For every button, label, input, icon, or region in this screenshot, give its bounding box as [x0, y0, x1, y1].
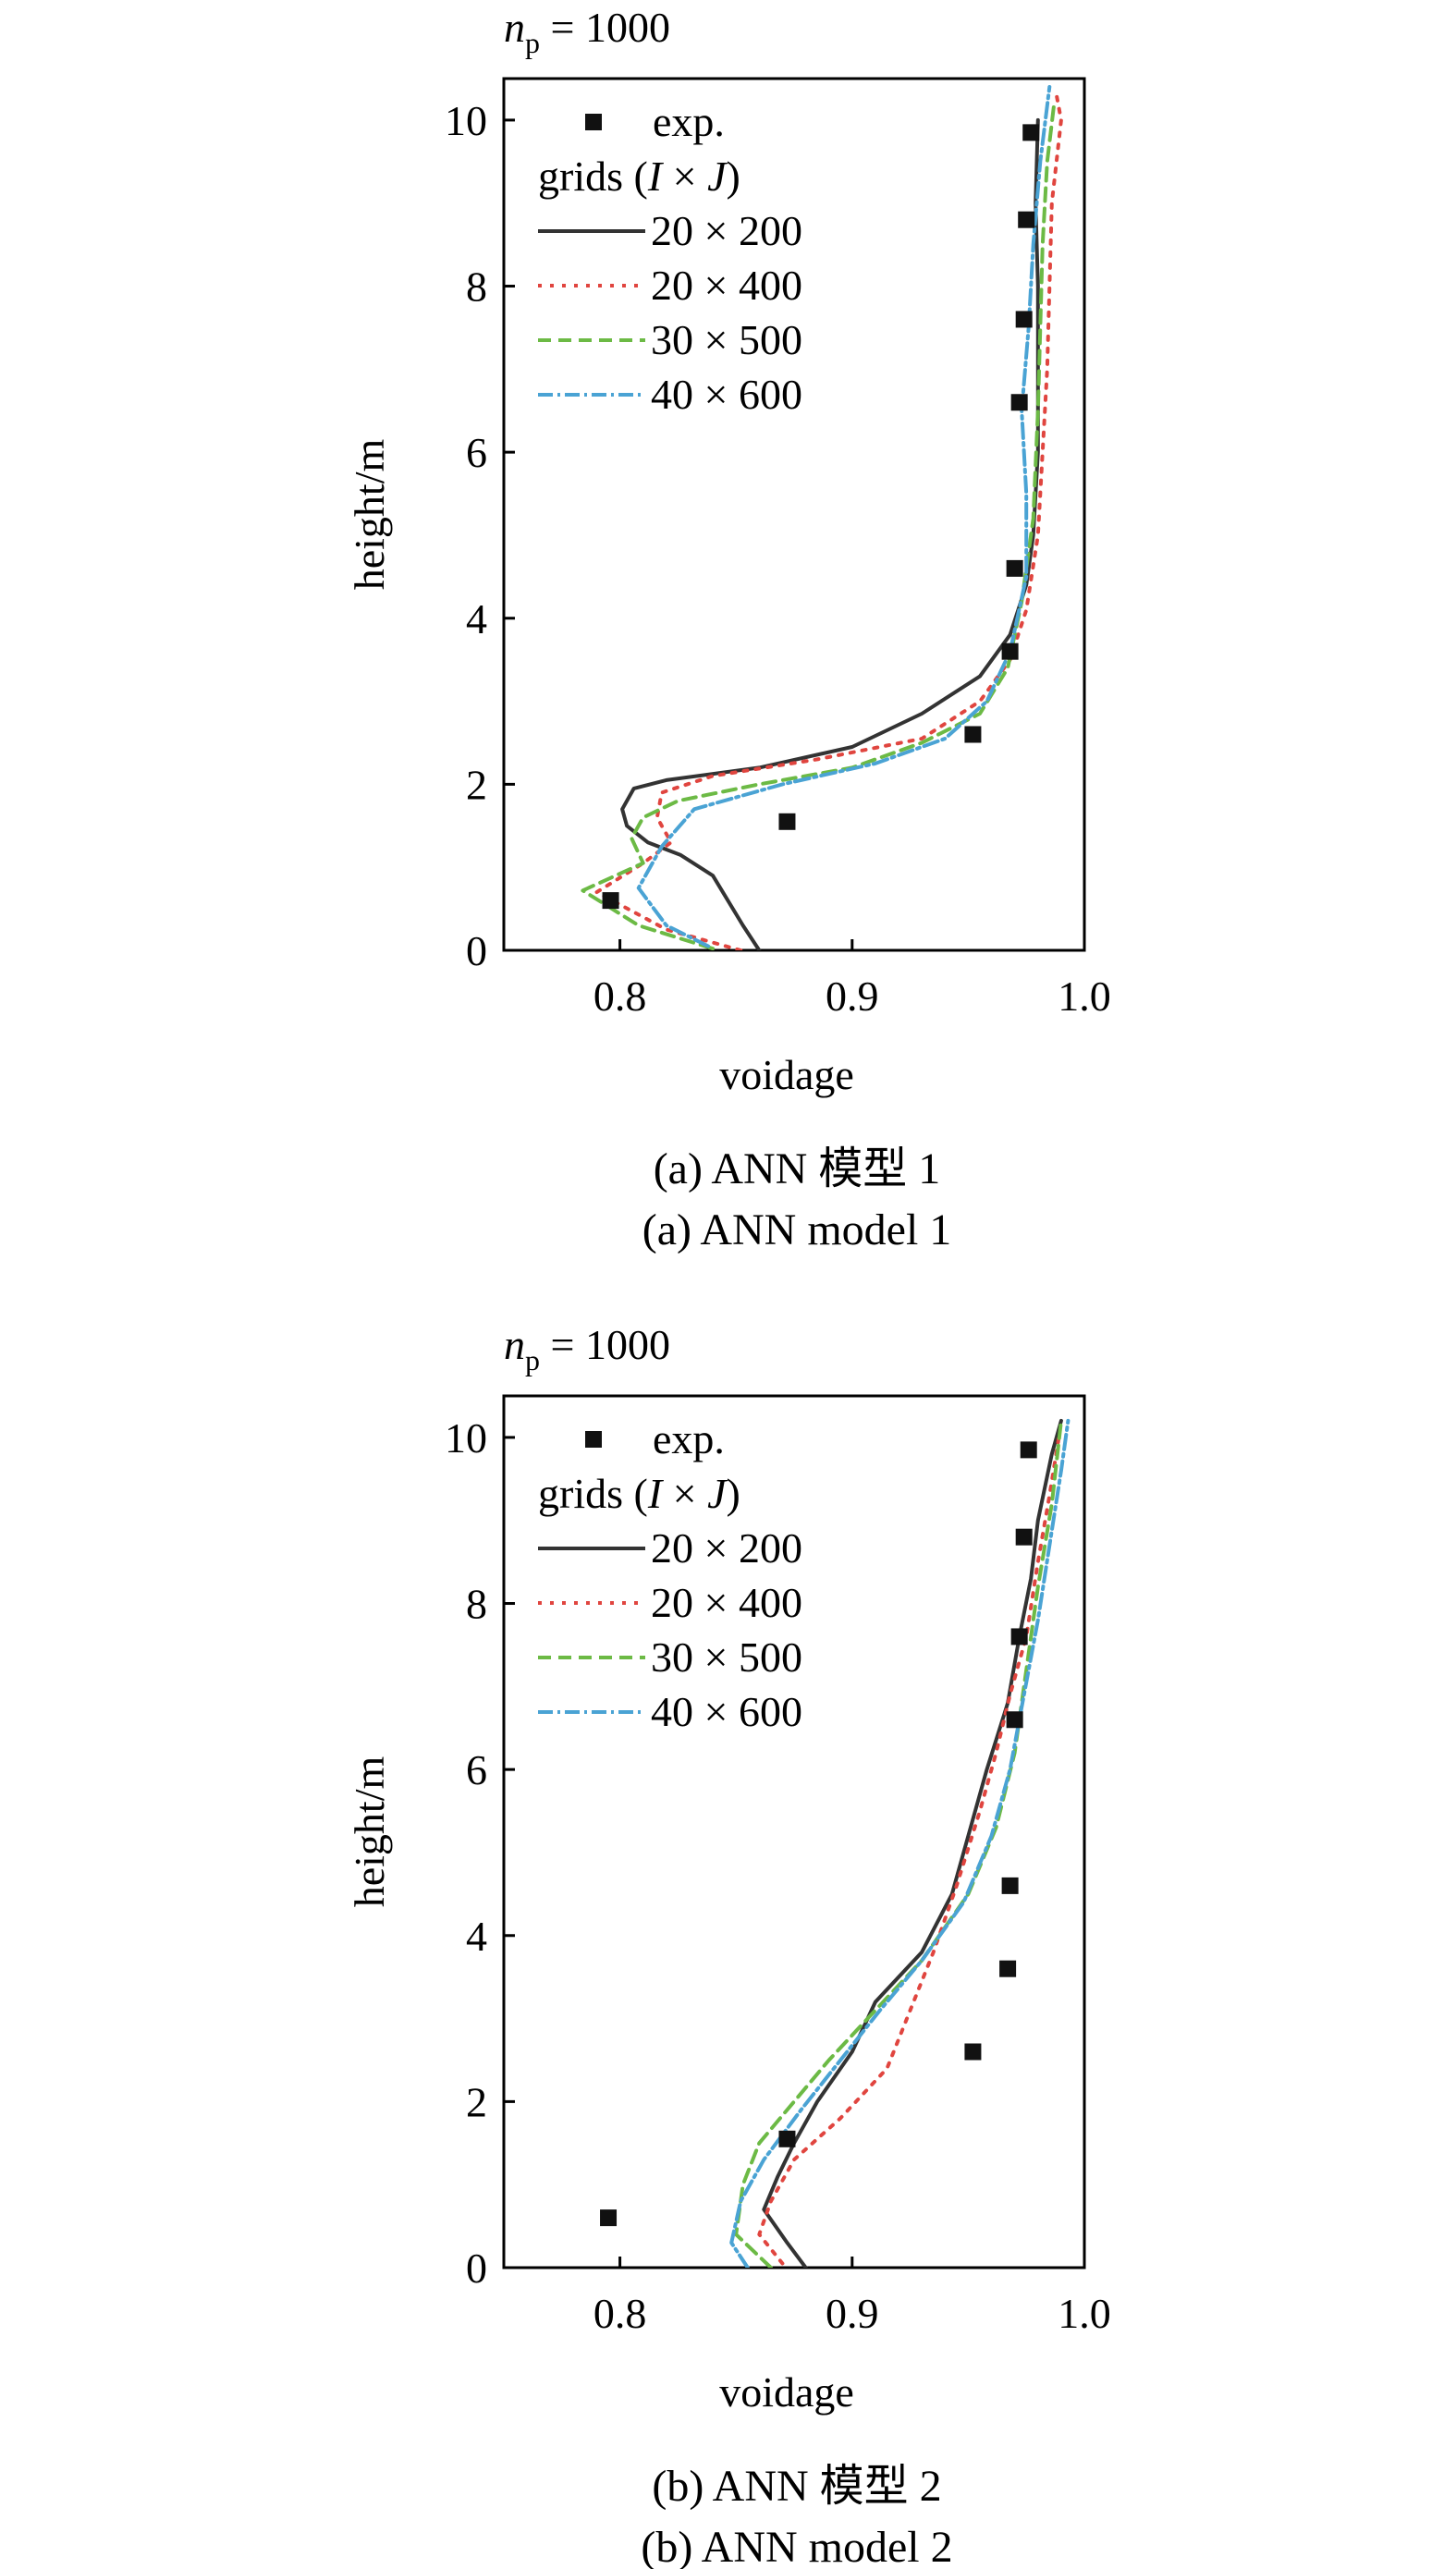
exp-point	[1006, 559, 1023, 577]
caption-zh: (a) ANN 模型 1	[654, 1144, 941, 1193]
x-tick-label: 0.8	[593, 973, 647, 1020]
legend-label-3: 30 × 500	[651, 316, 802, 363]
y-tick-label: 8	[466, 1581, 487, 1628]
x-tick-label: 0.8	[593, 2290, 647, 2337]
caption-en: (a) ANN model 1	[642, 1205, 952, 1254]
legend-label-2: 20 × 400	[651, 1579, 802, 1626]
exp-point	[964, 726, 982, 743]
y-tick-label: 6	[466, 429, 487, 476]
legend-label-1: 20 × 200	[651, 207, 802, 254]
caption-zh: (b) ANN 模型 2	[652, 2462, 941, 2511]
exp-point	[1020, 1441, 1037, 1459]
y-tick-label: 10	[445, 97, 487, 144]
y-tick-label: 4	[466, 595, 487, 642]
chart-panel-b: np = 1000 0.8 0.9 1.0 0 2 4 6 8 10 voidage height/m…	[346, 1321, 1111, 2569]
y-axis-label: height/m	[346, 439, 393, 591]
exp-point	[1006, 1711, 1023, 1729]
exp-point	[1022, 124, 1040, 141]
series-line-1	[762, 1418, 1063, 2268]
y-tick-label: 0	[466, 927, 487, 974]
legend-exp-label: exp.	[653, 98, 725, 145]
exp-point	[1015, 311, 1033, 328]
series-line-3	[581, 101, 1057, 950]
y-tick-label: 8	[466, 263, 487, 311]
legend-label-3: 30 × 500	[651, 1633, 802, 1681]
legend-label-1: 20 × 200	[651, 1524, 802, 1572]
exp-point	[600, 2209, 618, 2227]
plot-frame	[502, 77, 1086, 952]
exp-point	[1001, 642, 1019, 660]
exp-point	[964, 2043, 982, 2061]
exp-point	[1015, 1528, 1033, 1546]
plot-frame	[502, 1394, 1086, 2269]
exp-point	[999, 1960, 1017, 1977]
exp-point	[778, 2130, 796, 2147]
legend-grids-title: grids (I × J)	[538, 153, 740, 200]
np-label: np = 1000	[504, 4, 670, 59]
y-tick-label: 2	[466, 2078, 487, 2125]
legend-exp-marker	[585, 1431, 602, 1448]
exp-point	[602, 892, 619, 910]
exp-point	[1010, 1628, 1028, 1645]
series-line-4	[729, 1418, 1071, 2268]
x-axis-label: voidage	[719, 1051, 854, 1098]
chart-panel-a: np = 1000 0.8 0.9 1.0 0 2 4 6 8 10 voidage height/m…	[346, 4, 1111, 1254]
legend-label-4: 40 × 600	[651, 1688, 802, 1735]
legend-label-4: 40 × 600	[651, 371, 802, 418]
legend: exp. grids (I × J) 20 × 200 20 × 400 30 × 50…	[538, 98, 802, 418]
y-tick-label: 0	[466, 2245, 487, 2292]
legend-label-2: 20 × 400	[651, 262, 802, 309]
legend-exp-label: exp.	[653, 1415, 725, 1462]
legend: exp. grids (I × J) 20 × 200 20 × 400 30 × 50…	[538, 1415, 802, 1735]
x-tick-label: 0.9	[826, 973, 879, 1020]
series-line-4	[636, 85, 1052, 948]
x-axis-label: voidage	[719, 2368, 854, 2416]
exp-point	[1018, 211, 1035, 228]
caption-en: (b) ANN model 2	[641, 2523, 952, 2569]
y-tick-label: 2	[466, 761, 487, 808]
series-line-2	[594, 93, 1063, 950]
legend-grids-title: grids (I × J)	[538, 1470, 740, 1517]
y-axis-label: height/m	[346, 1756, 393, 1908]
x-tick-label: 0.9	[826, 2290, 879, 2337]
exp-point	[778, 813, 796, 830]
y-tick-label: 4	[466, 1913, 487, 1960]
x-tick-label: 1.0	[1058, 2290, 1111, 2337]
legend-exp-marker	[585, 114, 602, 130]
series-line-2	[757, 1435, 1061, 2266]
np-label: np = 1000	[504, 1321, 670, 1376]
exp-point	[1010, 394, 1028, 411]
x-tick-label: 1.0	[1058, 973, 1111, 1020]
y-tick-label: 6	[466, 1746, 487, 1793]
exp-point	[1001, 1877, 1019, 1894]
y-tick-label: 10	[445, 1414, 487, 1462]
